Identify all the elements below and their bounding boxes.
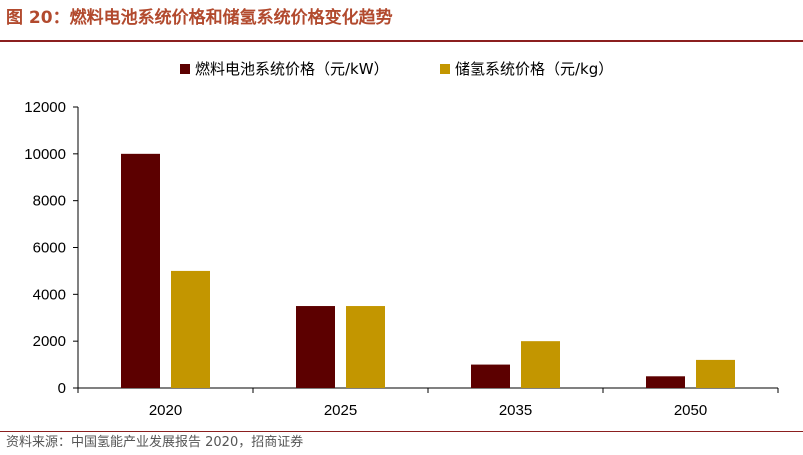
y-tick-label: 10000 [24, 146, 66, 163]
source-divider [0, 431, 803, 432]
bar-chart: 燃料电池系统价格（元/kW） 储氢系统价格（元/kg） 0 2000 4000 6000 8… [24, 60, 779, 419]
legend-swatch-1 [180, 64, 190, 74]
legend-label-2: 储氢系统价格（元/kg） [455, 60, 613, 78]
source-note: 资料来源：中国氢能产业发展报告 2020，招商证券 [6, 435, 304, 450]
y-tick-label: 6000 [33, 240, 66, 257]
bar-2050-series-1 [646, 376, 685, 388]
bar-2035-series-1 [471, 364, 510, 388]
figure-title: 图 20：燃料电池系统价格和储氢系统价格变化趋势 [6, 8, 393, 28]
y-tick-label: 12000 [24, 99, 66, 116]
legend-label-1: 燃料电池系统价格（元/kW） [195, 60, 389, 78]
bar-2035-series-2 [521, 341, 560, 388]
y-tick-label: 0 [58, 380, 66, 397]
x-tick-label: 2035 [499, 402, 532, 419]
y-tick-label: 2000 [33, 333, 66, 350]
x-tick-label: 2050 [674, 402, 707, 419]
y-tick-label: 8000 [33, 193, 66, 210]
title-divider [0, 40, 803, 42]
x-tick-label: 2025 [324, 402, 357, 419]
bar-2020-series-2 [171, 270, 210, 388]
bar-2025-series-2 [346, 306, 385, 388]
x-tick-label: 2020 [149, 402, 182, 419]
bar-2050-series-2 [696, 359, 735, 388]
legend-swatch-2 [440, 64, 450, 74]
bar-2025-series-1 [296, 306, 335, 388]
bar-2020-series-1 [121, 153, 160, 388]
y-tick-label: 4000 [33, 286, 66, 303]
